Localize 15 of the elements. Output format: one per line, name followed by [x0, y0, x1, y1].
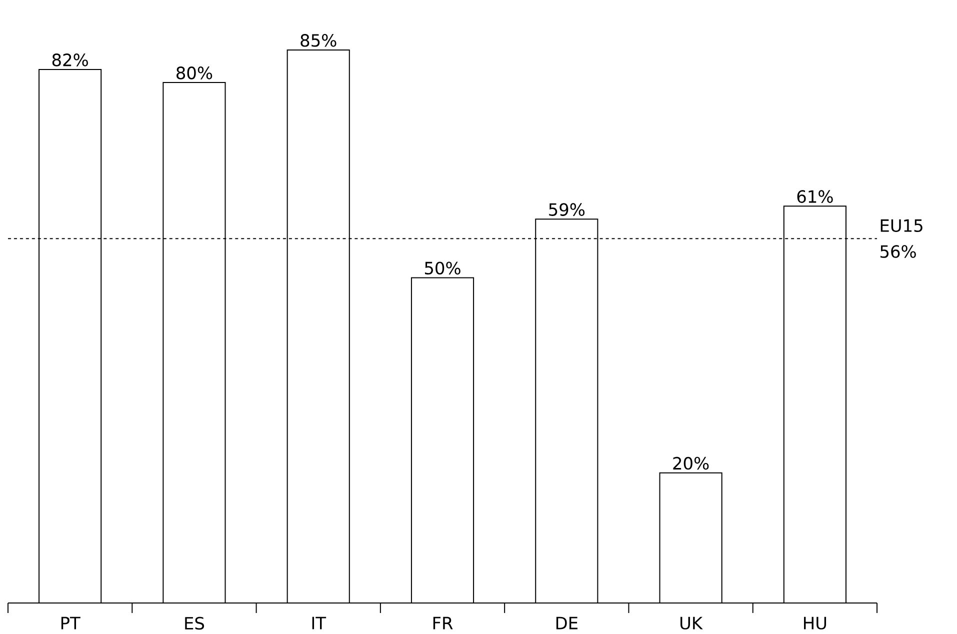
data-label: 80%	[176, 66, 212, 80]
x-tick-label: DE	[556, 616, 578, 630]
data-label: 82%	[52, 54, 88, 66]
data-label: 20%	[673, 456, 709, 470]
ref-line-label: EU15 56%	[880, 219, 922, 258]
x-tick-label: HU	[804, 616, 826, 630]
x-tick-label: ES	[185, 616, 204, 630]
data-label: 59%	[549, 203, 585, 216]
data-label: 85%	[300, 34, 336, 47]
data-label: 61%	[797, 190, 833, 203]
data-label: 50%	[424, 262, 460, 275]
x-tick-label: UK	[680, 616, 703, 630]
x-tick-label: IT	[312, 616, 326, 630]
x-tick-label: PT	[61, 616, 80, 630]
x-tick-label: FR	[433, 616, 453, 630]
